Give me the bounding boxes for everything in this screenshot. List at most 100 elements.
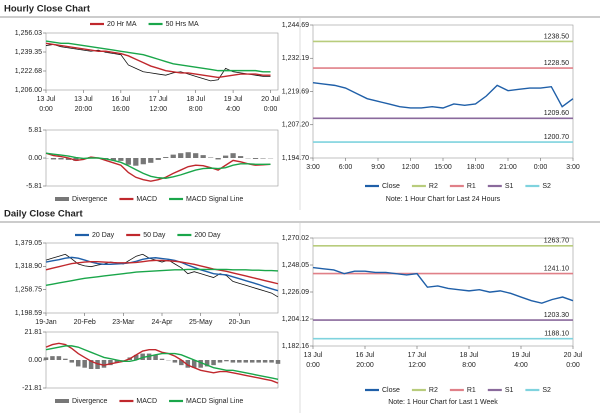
x-tick-label: 0:00 (534, 164, 548, 171)
y-tick-label: -21.81 (22, 385, 42, 392)
divergence-bar (155, 158, 161, 160)
legend-label: R1 (467, 387, 476, 394)
y-tick-label: 1,204.12 (282, 316, 309, 323)
level-label: 1263.70 (544, 238, 569, 245)
divergence-bar (215, 158, 221, 160)
divergence-bar (148, 158, 154, 163)
divergence-bar (133, 158, 139, 166)
x-tick-label: 23-Mar (112, 319, 135, 326)
x-tick-label: 4:00 (514, 362, 528, 369)
level-label: 1238.50 (544, 33, 569, 40)
divergence-bar (178, 153, 184, 158)
x-tick-label: 12:00 (408, 362, 426, 369)
x-tick-label: 4:00 (226, 106, 240, 113)
y-tick-label: 0.00 (28, 155, 42, 162)
x-tick-label: 20 Jul (564, 352, 583, 359)
series-line (45, 345, 279, 380)
series-line (312, 82, 574, 109)
divergence-bar (114, 360, 120, 363)
x-tick-label: 9:00 (371, 164, 385, 171)
x-tick-label: 13 Jul (304, 352, 323, 359)
divergence-bar (82, 360, 87, 368)
x-tick-label: 17 Jul (408, 352, 427, 359)
divergence-bar (108, 360, 113, 366)
legend-label: S1 (505, 387, 514, 394)
legend-label: S2 (542, 183, 551, 190)
legend-label: Close (382, 183, 400, 190)
legend-label: R2 (429, 387, 438, 394)
divergence-bar (211, 360, 216, 366)
divergence-bar (110, 158, 116, 161)
x-tick-label: 20:00 (75, 106, 93, 113)
divergence-bar (204, 360, 210, 367)
y-tick-label: 5.81 (28, 127, 42, 134)
y-tick-label: 0.00 (28, 357, 42, 364)
x-tick-label: 15:00 (434, 164, 452, 171)
x-tick-label: 0:00 (264, 106, 278, 113)
divergence-bar (191, 360, 197, 368)
section-title: Daily Close Chart (4, 209, 83, 220)
divergence-bar (125, 158, 131, 165)
y-tick-label: 1,258.75 (15, 287, 42, 294)
divergence-bar (153, 354, 158, 360)
divergence-bar (269, 360, 274, 363)
x-tick-label: 0:00 (566, 362, 580, 369)
y-tick-label: 1,239.35 (15, 49, 42, 56)
x-tick-label: 8:00 (462, 362, 476, 369)
divergence-bar (252, 158, 259, 159)
legend-label: Close (382, 387, 400, 394)
divergence-bar (101, 360, 107, 368)
level-label: 1188.10 (544, 331, 569, 338)
divergence-bar (75, 360, 81, 367)
plot-frame (45, 32, 279, 91)
x-tick-label: 6:00 (339, 164, 353, 171)
legend-label: Divergence (72, 398, 108, 405)
divergence-bar (237, 156, 244, 158)
divergence-bar (43, 357, 49, 360)
divergence-bar (159, 358, 165, 360)
y-tick-label: 1,182.16 (282, 343, 309, 350)
divergence-bar (243, 360, 249, 363)
divergence-bar (249, 360, 255, 363)
x-tick-label: 19 Jul (512, 352, 531, 359)
y-tick-label: 1,219.69 (282, 88, 309, 95)
y-tick-label: 1,198.59 (15, 310, 42, 317)
legend-label: Divergence (72, 196, 108, 203)
x-tick-label: 16:00 (112, 106, 130, 113)
divergence-bar (58, 158, 64, 160)
x-tick-label: 21:00 (499, 164, 517, 171)
legend-label: 50 Day (143, 232, 166, 239)
y-tick-label: 1,207.20 (282, 122, 309, 129)
legend-label: MACD Signal Line (186, 196, 243, 203)
y-tick-label: 1,379.05 (15, 240, 42, 247)
legend-label: R1 (467, 183, 476, 190)
level-label: 1209.60 (544, 110, 569, 117)
x-tick-label: 13 Jul (74, 96, 93, 103)
divergence-bar (172, 360, 178, 363)
x-tick-label: 18:00 (467, 164, 485, 171)
legend-swatch (55, 399, 69, 403)
x-tick-label: 0:00 (306, 362, 320, 369)
x-tick-label: 13 Jul (37, 96, 56, 103)
legend-swatch (55, 197, 69, 201)
x-tick-label: 24-Apr (151, 319, 173, 326)
y-tick-label: 1,248.05 (282, 262, 309, 269)
divergence-bar (65, 158, 72, 160)
x-tick-label: 25-May (189, 319, 213, 326)
x-tick-label: 19 Jul (224, 96, 243, 103)
divergence-bar (170, 154, 176, 158)
divergence-bar (193, 153, 199, 158)
series-line (45, 42, 271, 79)
series-line (45, 152, 271, 182)
x-tick-label: 20:00 (356, 362, 374, 369)
chart-note: Note: 1 Hour Chart for Last 24 Hours (386, 196, 501, 203)
divergence-bar (222, 155, 229, 158)
chart-note: Note: 1 Hour Chart for Last 1 Week (388, 399, 498, 406)
legend-label: MACD Signal Line (186, 398, 243, 405)
y-tick-label: 1,222.68 (15, 68, 42, 75)
legend-label: MACD (136, 398, 157, 405)
divergence-bar (217, 360, 223, 363)
divergence-bar (163, 157, 169, 158)
series-line (312, 266, 574, 304)
